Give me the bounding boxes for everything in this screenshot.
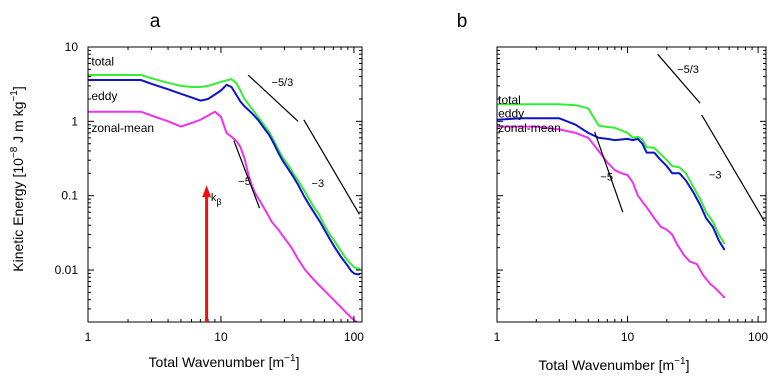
y-tick-label: 0.1 — [61, 189, 78, 203]
panel-b: b 1 10 100 Total Wavenumber [m−1] −5/3 −3 −5… — [457, 11, 769, 373]
x-tick-label: 100 — [344, 330, 364, 344]
series-line-eddy — [88, 79, 361, 276]
panel-b-frame — [496, 46, 767, 323]
series-line-total — [497, 103, 726, 245]
slope-label-0: −5/3 — [677, 64, 699, 76]
series-line-zonal-mean — [497, 125, 726, 299]
panel-a: a 1 10 100 10 1 0.1 0.01 Total Wavenumber [m−… — [9, 11, 364, 370]
slope-label-1: −3 — [312, 178, 325, 190]
y-tick-label: 10 — [65, 40, 79, 54]
k-beta-arrow-head — [202, 185, 212, 198]
series-label-total: total — [498, 93, 521, 107]
panel-b-label: b — [457, 11, 468, 32]
panel-a-frame — [87, 46, 363, 323]
panel-b-x-axis-label: Total Wavenumber [m−1] — [539, 356, 690, 373]
panel-a-x-ticks: 1 10 100 — [85, 47, 364, 344]
panel-a-y-ticks: 10 1 0.1 0.01 — [55, 40, 362, 323]
x-tick-label: 100 — [748, 330, 768, 344]
slope-line-1 — [303, 119, 360, 215]
panel-a-plot-area — [88, 74, 361, 322]
series-label-total: total — [91, 55, 114, 69]
slope-line-1 — [701, 114, 766, 222]
slope-label-0: −5/3 — [272, 77, 294, 89]
slope-line-0 — [247, 74, 299, 122]
slope-label-2: −5 — [600, 172, 613, 184]
series-label-eddy: eddy — [91, 89, 117, 103]
x-tick-label: 10 — [214, 330, 228, 344]
panel-a-y-axis-label: Kinetic Energy [10−8 J m kg−1] — [9, 86, 26, 271]
series-line-zonal-mean — [88, 110, 359, 322]
slope-line-0 — [657, 53, 701, 104]
series-label-zonal-mean: zonal-mean — [498, 121, 561, 135]
k-beta-label: kβ — [211, 192, 222, 207]
y-tick-label: 0.01 — [55, 263, 79, 277]
x-tick-label: 1 — [494, 330, 501, 344]
series-label-zonal-mean: zonal-mean — [91, 121, 154, 135]
panel-b-x-ticks: 1 10 100 — [494, 47, 768, 344]
y-tick-label: 1 — [71, 114, 78, 128]
slope-line-2 — [594, 131, 624, 213]
series-label-eddy: eddy — [498, 106, 524, 120]
x-tick-label: 10 — [621, 330, 635, 344]
panel-b-plot-area — [497, 53, 766, 299]
slope-line-2 — [233, 140, 261, 209]
panel-a-x-axis-label: Total Wavenumber [m−1] — [149, 353, 300, 370]
slope-label-2: −5 — [238, 176, 251, 188]
series-line-eddy — [497, 117, 726, 251]
x-tick-label: 1 — [85, 330, 92, 344]
slope-label-1: −3 — [709, 170, 722, 182]
panel-a-label: a — [150, 11, 161, 32]
panel-b-y-ticks — [497, 46, 766, 323]
series-line-total — [88, 74, 361, 270]
